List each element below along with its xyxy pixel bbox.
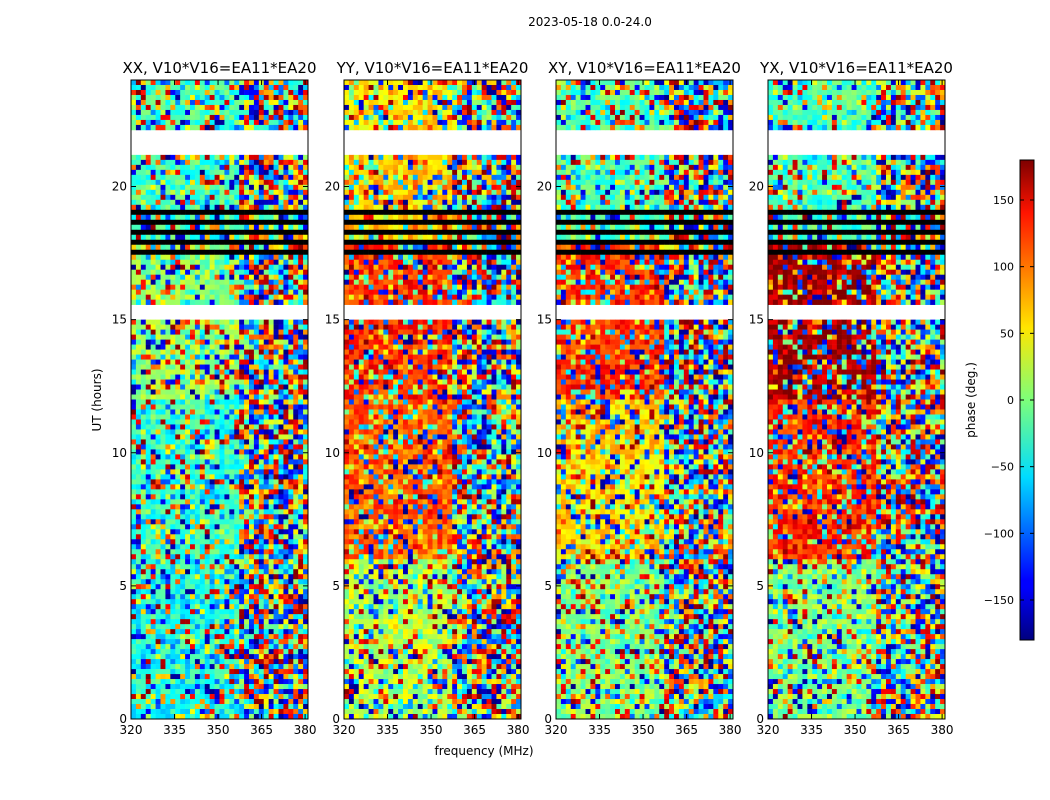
y-tick-label: 0	[332, 712, 340, 726]
x-tick-label: 350	[844, 723, 867, 737]
figure-suptitle: 2023-05-18 0.0-24.0	[528, 15, 652, 29]
panel-xy: XY, V10*V16=EA11*EA20 320 335 350 365 380 0 5 10…	[537, 59, 742, 737]
x-tick-label: 335	[800, 723, 823, 737]
x-tick-label: 350	[420, 723, 443, 737]
panel-yy: YY, V10*V16=EA11*EA20 320 335 350 365 380 0 5 10…	[325, 59, 530, 737]
y-tick-label: 15	[537, 313, 552, 327]
colorbar-tick-label: −50	[991, 461, 1014, 474]
y-tick-label: 10	[749, 446, 764, 460]
y-tick-label: 0	[119, 712, 127, 726]
y-tick-label: 15	[112, 313, 127, 327]
x-tick-label: 320	[757, 723, 780, 737]
colorbar-label: phase (deg.)	[964, 362, 978, 438]
y-tick-label: 20	[112, 180, 127, 194]
y-tick-label: 10	[112, 446, 127, 460]
panel-yy-frame	[343, 79, 522, 720]
panel-xy-image	[556, 80, 734, 720]
colorbar: −150 −100 −50 0 50 100 150 phase (deg.)	[964, 159, 1035, 641]
panel-yx-title: YX, V10*V16=EA11*EA20	[759, 59, 953, 77]
x-tick-label: 365	[250, 723, 273, 737]
colorbar-tick-label: 100	[993, 261, 1014, 274]
y-tick-label: 0	[756, 712, 764, 726]
x-tick-label: 365	[675, 723, 698, 737]
panel-yx-frame	[767, 79, 946, 720]
panel-yy-image	[344, 80, 522, 720]
x-axis-label: frequency (MHz)	[434, 744, 533, 758]
y-tick-label: 0	[544, 712, 552, 726]
colorbar-tick-label: 150	[993, 194, 1014, 207]
panel-xx-title: XX, V10*V16=EA11*EA20	[122, 59, 316, 77]
y-tick-label: 5	[756, 579, 764, 593]
x-tick-label: 320	[545, 723, 568, 737]
panels: XX, V10*V16=EA11*EA20 320 335 350 365 380 0 5 10…	[112, 59, 954, 737]
panel-xy-frame	[555, 79, 734, 720]
colorbar-tick-label: 50	[1000, 327, 1014, 340]
x-tick-label: 365	[887, 723, 910, 737]
colorbar-tick-label: 0	[1007, 394, 1014, 407]
x-tick-label: 320	[333, 723, 356, 737]
y-tick-label: 15	[749, 313, 764, 327]
panel-xx-image	[131, 80, 309, 720]
panel-xy-title: XY, V10*V16=EA11*EA20	[548, 59, 741, 77]
x-tick-label: 380	[719, 723, 742, 737]
y-tick-label: 20	[537, 180, 552, 194]
colorbar-tick-label: −150	[984, 594, 1014, 607]
y-axis-label: UT (hours)	[90, 368, 104, 431]
x-tick-label: 350	[632, 723, 655, 737]
panel-xx-frame	[130, 79, 309, 720]
x-tick-label: 380	[294, 723, 317, 737]
y-tick-label: 5	[332, 579, 340, 593]
y-tick-label: 10	[325, 446, 340, 460]
panel-yx-image	[768, 80, 946, 720]
x-tick-label: 335	[588, 723, 611, 737]
y-tick-label: 5	[544, 579, 552, 593]
x-tick-label: 320	[120, 723, 143, 737]
x-tick-label: 380	[507, 723, 530, 737]
y-tick-label: 20	[325, 180, 340, 194]
colorbar-tick-label: −100	[984, 527, 1014, 540]
y-tick-label: 20	[749, 180, 764, 194]
x-tick-label: 350	[207, 723, 230, 737]
panel-xx: XX, V10*V16=EA11*EA20 320 335 350 365 380 0 5 10…	[112, 59, 317, 737]
panel-yx: YX, V10*V16=EA11*EA20 320 335 350 365 380 0 5 10…	[749, 59, 954, 737]
x-tick-label: 380	[931, 723, 954, 737]
x-tick-label: 335	[376, 723, 399, 737]
panel-yy-title: YY, V10*V16=EA11*EA20	[336, 59, 529, 77]
colorbar-ticks: −150 −100 −50 0 50 100 150	[984, 194, 1034, 607]
x-tick-label: 335	[163, 723, 186, 737]
y-tick-label: 15	[325, 313, 340, 327]
y-tick-label: 5	[119, 579, 127, 593]
y-tick-label: 10	[537, 446, 552, 460]
x-tick-label: 365	[463, 723, 486, 737]
